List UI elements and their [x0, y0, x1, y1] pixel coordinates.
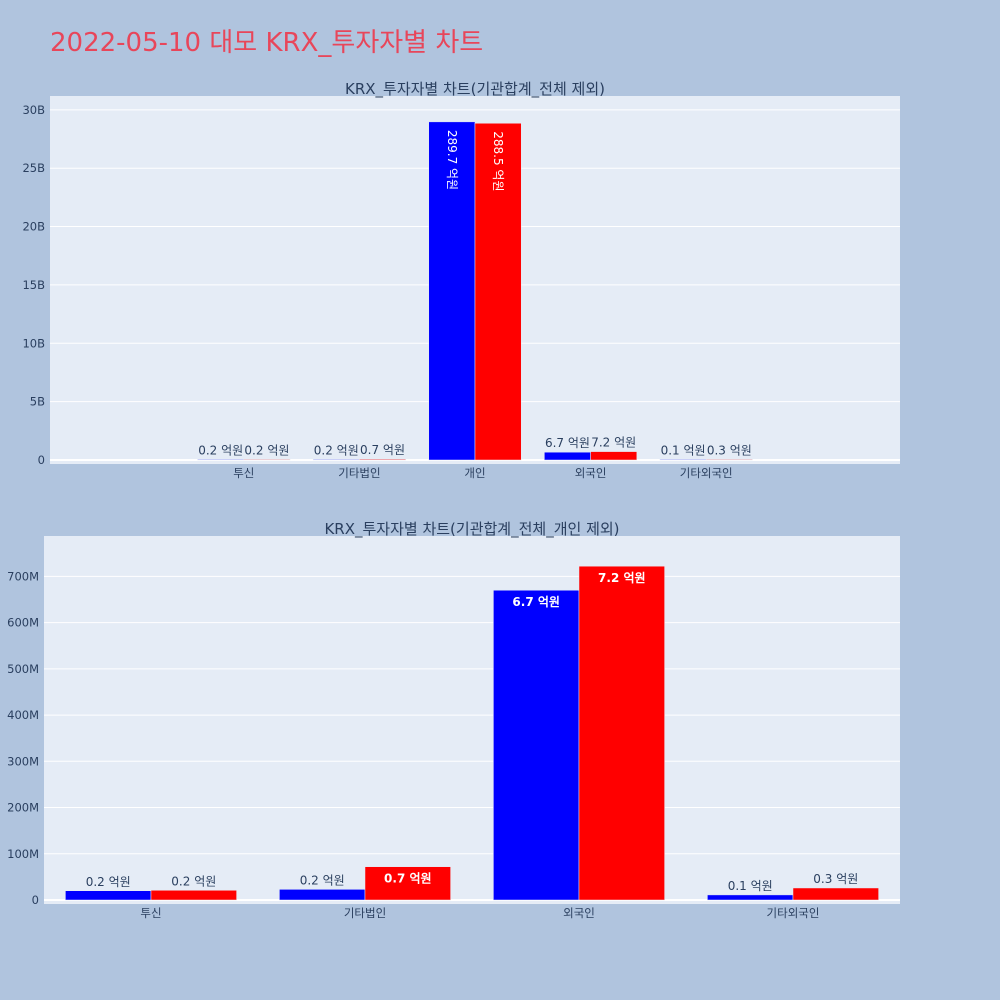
y-tick-label: 20B [22, 220, 45, 234]
bar [150, 890, 237, 901]
data-label: 288.5 억원 [491, 131, 505, 191]
y-tick-label: 700M [7, 569, 39, 583]
chart-title: KRX_투자자별 차트(기관합계_전체_개인 제외) [324, 520, 619, 539]
bar [359, 458, 406, 461]
y-tick-label: 0 [32, 893, 39, 907]
x-tick-label: 외국인 [563, 906, 595, 920]
y-tick-label: 400M [7, 708, 39, 722]
data-label: 7.2 억원 [598, 571, 646, 585]
data-label: 0.1 억원 [728, 879, 773, 893]
y-tick-label: 15B [22, 278, 45, 292]
x-tick-label: 투신 [233, 466, 254, 480]
bar [65, 890, 152, 901]
y-tick-label: 300M [7, 754, 39, 768]
plot-area [44, 536, 900, 904]
data-label: 7.2 억원 [591, 436, 636, 450]
bar [659, 459, 707, 461]
bar [493, 589, 580, 901]
chart-title: KRX_투자자별 차트(기관합계_전체 제외) [345, 80, 605, 99]
data-label: 0.2 억원 [86, 875, 131, 889]
bar [243, 459, 291, 461]
bar [590, 451, 638, 461]
x-tick-label: 기타외국인 [680, 466, 733, 480]
data-label: 0.2 억원 [300, 873, 345, 887]
x-tick-label: 개인 [464, 466, 485, 480]
x-tick-label: 기타법인 [338, 466, 380, 480]
bar [792, 887, 879, 901]
data-label: 289.7 억원 [445, 130, 459, 190]
data-label: 0.3 억원 [813, 872, 858, 886]
bar [544, 451, 591, 461]
data-label: 0.2 억원 [244, 443, 289, 457]
data-label: 0.2 억원 [198, 443, 243, 457]
y-tick-label: 25B [22, 161, 45, 175]
bar [578, 565, 665, 901]
bar [474, 123, 522, 461]
x-tick-label: 투신 [140, 906, 161, 920]
y-tick-label: 5B [30, 395, 45, 409]
chart-1: 0 5B 10B 15B 20B 25B 30B KRX_투자자별 차트(기관합계_전체 제외… [22, 80, 900, 480]
bar [428, 121, 476, 461]
bar [364, 866, 451, 901]
y-tick-label: 200M [7, 801, 39, 815]
y-tick-label: 0 [38, 453, 45, 467]
y-tick-label: 500M [7, 662, 39, 676]
page-title: 2022-05-10 대모 KRX_투자자별 차트 [50, 28, 484, 58]
bar [705, 459, 753, 461]
data-label: 0.2 억원 [314, 443, 359, 457]
x-tick-label: 외국인 [575, 466, 607, 480]
bar [707, 894, 794, 901]
data-label: 0.2 억원 [171, 874, 216, 888]
bar [197, 459, 245, 461]
y-tick-label: 600M [7, 616, 39, 630]
bar [312, 459, 360, 461]
y-tick-label: 100M [7, 847, 39, 861]
data-label: 6.7 억원 [512, 595, 560, 609]
y-tick-label: 10B [22, 336, 45, 350]
chart-2: 0 100M 200M 300M 400M 500M 600M 700M KRX_투자자별 차트… [7, 520, 900, 920]
x-tick-label: 기타법인 [344, 906, 386, 920]
data-label: 0.7 억원 [360, 443, 405, 457]
y-tick-label: 30B [22, 103, 45, 117]
data-label: 0.7 억원 [384, 872, 432, 886]
data-label: 6.7 억원 [545, 436, 590, 450]
data-label: 0.1 억원 [661, 443, 706, 457]
bar [279, 889, 366, 901]
x-tick-label: 기타외국인 [767, 906, 820, 920]
data-label: 0.3 억원 [707, 443, 752, 457]
